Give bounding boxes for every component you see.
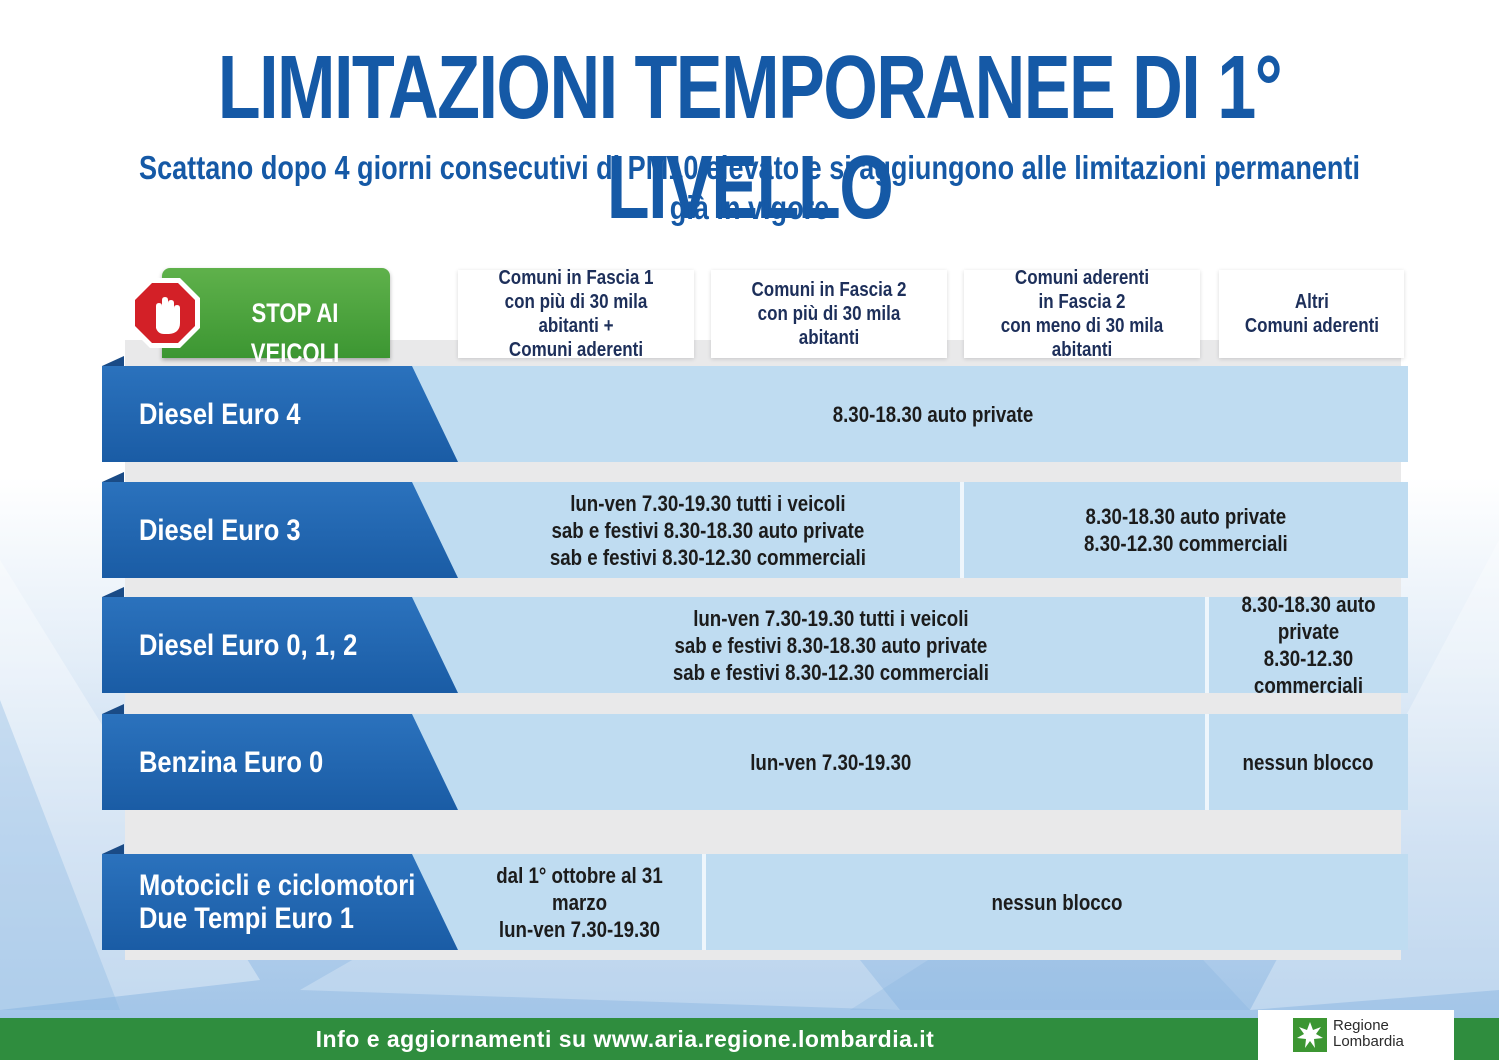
column-header-label: Comuni in Fascia 1 con più di 30 mila ab… — [498, 267, 654, 361]
column-header-label: Comuni aderenti in Fascia 2 con meno di … — [1000, 267, 1164, 361]
logo-background — [1258, 1010, 1454, 1060]
stop-hand-icon — [130, 278, 200, 348]
column-header-fascia2: Comuni in Fascia 2 con più di 30 mila ab… — [711, 270, 947, 358]
row-label-background — [102, 854, 458, 950]
table-cell: 8.30-18.30 auto private 8.30-12.30 comme… — [1241, 592, 1376, 698]
row-label: Benzina Euro 0 — [139, 745, 324, 779]
table-cell: nessun blocco — [991, 889, 1123, 915]
column-header-label: Altri Comuni aderenti — [1244, 291, 1379, 337]
table-row-benzina-euro-0: Benzina Euro 0 lun-ven 7.30-19.30 nessun… — [102, 704, 1408, 810]
table-cell: 8.30-18.30 auto private 8.30-12.30 comme… — [1084, 504, 1288, 556]
table-row-motocicli: Motocicli e ciclomotori Due Tempi Euro 1… — [102, 844, 1408, 950]
table-cell: lun-ven 7.30-19.30 tutti i veicoli sab e… — [672, 605, 990, 685]
column-header-aderenti-fascia2: Comuni aderenti in Fascia 2 con meno di … — [964, 267, 1200, 361]
footer-info-link[interactable]: Info e aggiornamenti su www.aria.regione… — [315, 1026, 935, 1052]
row-label-background — [102, 597, 458, 693]
table-cell: lun-ven 7.30-19.30 tutti i veicoli sab e… — [549, 490, 867, 570]
column-header-label: Comuni in Fascia 2 con più di 30 mila ab… — [751, 279, 907, 349]
regione-lombardia-logo-icon — [1293, 1018, 1327, 1052]
table-row-diesel-euro-3: Diesel Euro 3 lun-ven 7.30-19.30 tutti i… — [102, 472, 1408, 578]
table-cell: 8.30-18.30 auto private — [832, 401, 1034, 427]
cell-divider — [1205, 714, 1209, 810]
column-header-altri: Altri Comuni aderenti — [1219, 270, 1404, 358]
table-cell: dal 1° ottobre al 31 marzo lun-ven 7.30-… — [496, 862, 663, 942]
row-label-background — [102, 482, 458, 578]
logo-text: Regione Lombardia — [1333, 1017, 1404, 1050]
table-cell: nessun blocco — [1243, 749, 1374, 775]
page-subtitle: Scattano dopo 4 giorni consecutivi di PM… — [139, 149, 1360, 226]
footer-bar — [0, 1018, 1499, 1060]
cell-divider — [702, 854, 706, 950]
cell-divider — [960, 482, 964, 578]
cell-divider — [1205, 597, 1209, 693]
row-label: Diesel Euro 4 — [139, 397, 301, 431]
table-row-diesel-euro-0-1-2: Diesel Euro 0, 1, 2 lun-ven 7.30-19.30 t… — [102, 587, 1408, 698]
row-label: Motocicli e ciclomotori Due Tempi Euro 1 — [139, 869, 416, 935]
row-label: Diesel Euro 3 — [139, 513, 301, 547]
column-header-fascia1: Comuni in Fascia 1 con più di 30 mila ab… — [458, 267, 694, 361]
row-label-background — [102, 366, 458, 462]
row-label-background — [102, 714, 458, 810]
table-row-diesel-euro-4: Diesel Euro 4 8.30-18.30 auto private — [102, 356, 1408, 462]
row-label: Diesel Euro 0, 1, 2 — [139, 628, 358, 662]
stop-label: STOP AI VEICOLI — [250, 298, 340, 368]
page-title: LIMITAZIONI TEMPORANEE DI 1° LIVELLO — [217, 38, 1283, 238]
table-cell: lun-ven 7.30-19.30 — [750, 749, 912, 775]
